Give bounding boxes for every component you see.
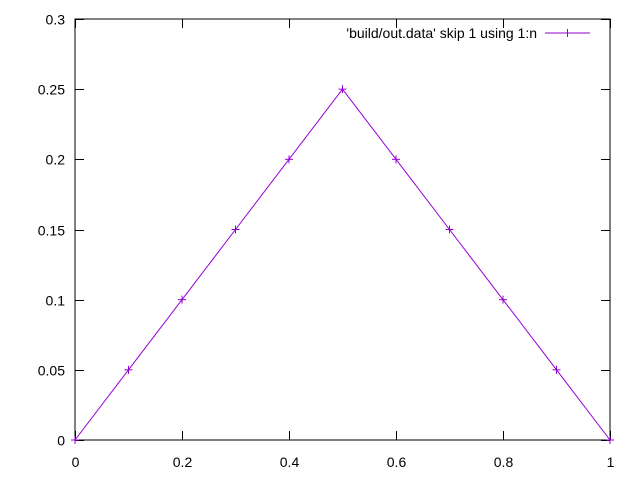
data-point xyxy=(499,295,507,304)
data-point xyxy=(178,295,186,304)
data-point xyxy=(392,155,400,164)
y-tick-label: 0 xyxy=(57,433,65,449)
y-tick-label: 0.15 xyxy=(38,223,65,239)
series-group xyxy=(71,85,614,444)
y-tick-label: 0.3 xyxy=(46,12,66,28)
legend-marker xyxy=(563,29,572,37)
x-tick-label: 1 xyxy=(607,454,615,470)
x-axis: 0 0.2 0.4 0.6 0.8 1 xyxy=(72,19,615,470)
y-axis: 0 0.05 0.1 0.15 0.2 0.25 0.3 xyxy=(38,12,610,449)
data-point xyxy=(552,365,561,374)
y-tick-label: 0.05 xyxy=(38,363,65,379)
y-tick-label: 0.2 xyxy=(46,152,66,168)
data-point xyxy=(445,225,454,234)
legend-label: 'build/out.data' skip 1 using 1:n xyxy=(346,25,537,41)
data-point xyxy=(71,436,79,444)
plot-border-group xyxy=(74,18,611,441)
data-point xyxy=(285,155,293,164)
data-point xyxy=(231,225,240,234)
data-point xyxy=(124,365,133,374)
x-tick-label: 0 xyxy=(72,454,80,470)
plot-border xyxy=(74,18,611,441)
legend: 'build/out.data' skip 1 using 1:n xyxy=(346,25,590,41)
x-tick-label: 0.6 xyxy=(387,454,407,470)
y-tick-label: 0.1 xyxy=(46,293,66,309)
y-tick-label: 0.25 xyxy=(38,82,65,98)
x-tick-label: 0.8 xyxy=(494,454,514,470)
data-point xyxy=(338,85,347,94)
series-line xyxy=(74,88,611,441)
x-tick-label: 0.4 xyxy=(280,454,300,470)
data-point xyxy=(606,436,614,444)
x-tick-label: 0.2 xyxy=(173,454,193,470)
